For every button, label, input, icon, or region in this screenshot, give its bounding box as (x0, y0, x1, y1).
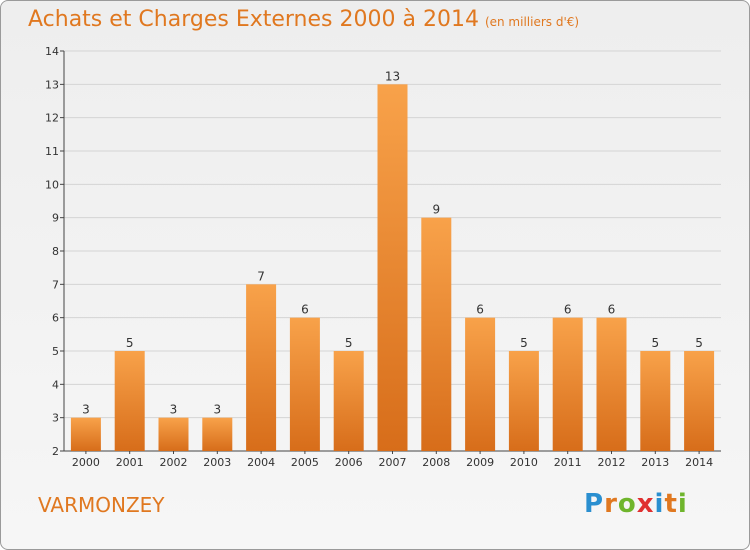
proxiti-logo: Proxiti (584, 489, 688, 519)
bar (684, 351, 715, 451)
bar-value-label: 3 (213, 403, 221, 417)
bar-value-label: 5 (126, 336, 134, 350)
x-tick-label: 2010 (510, 456, 538, 469)
chart-unit: (en milliers d'€) (484, 15, 580, 29)
bar (202, 417, 233, 451)
x-tick-label: 2003 (203, 456, 231, 469)
bar-value-label: 6 (476, 303, 484, 317)
logo-letter: o (617, 489, 637, 519)
y-tick-label: 13 (45, 78, 59, 91)
bar (158, 417, 189, 451)
bar-value-label: 6 (608, 303, 616, 317)
bar (508, 351, 539, 451)
x-tick-label: 2011 (554, 456, 582, 469)
labels: 2 3 4 5 6 7 8 9 10 11 12 13 14 3 2000 5 2001 3 2002 3 2003 7 2… (45, 45, 713, 469)
x-tick-label: 2001 (116, 456, 144, 469)
y-tick-label: 4 (52, 378, 59, 391)
y-tick-label: 11 (45, 145, 59, 158)
x-tick-label: 2009 (466, 456, 494, 469)
logo-letter: i (654, 489, 665, 519)
x-tick-label: 2007 (379, 456, 407, 469)
chart-title: Achats et Charges Externes 2000 à 2014 (e… (28, 7, 579, 32)
logo-letter: r (604, 489, 618, 519)
bar (465, 317, 496, 451)
bar-value-label: 6 (564, 303, 572, 317)
bar-value-label: 5 (520, 336, 528, 350)
bar-value-label: 3 (170, 403, 178, 417)
bar (333, 351, 364, 451)
bar-value-label: 5 (695, 336, 703, 350)
logo-letter: t (664, 489, 678, 519)
y-tick-label: 10 (45, 178, 59, 191)
bar (596, 317, 627, 451)
commune-name: VARMONZEY (38, 493, 165, 517)
bar (70, 417, 101, 451)
x-tick-label: 2000 (72, 456, 100, 469)
bar (552, 317, 583, 451)
bar (377, 84, 408, 451)
bar-value-label: 9 (432, 203, 440, 217)
x-tick-label: 2002 (160, 456, 188, 469)
bar (640, 351, 671, 451)
y-tick-label: 12 (45, 112, 59, 125)
bar-value-label: 3 (82, 403, 90, 417)
bar (421, 217, 452, 451)
bar-value-label: 13 (385, 69, 400, 83)
bar (246, 284, 277, 451)
y-tick-label: 3 (52, 412, 59, 425)
x-tick-label: 2005 (291, 456, 319, 469)
y-tick-label: 5 (52, 345, 59, 358)
x-tick-label: 2006 (335, 456, 363, 469)
bar-value-label: 7 (257, 269, 265, 283)
logo-letter: x (636, 489, 655, 519)
y-tick-label: 2 (52, 445, 59, 458)
bar (114, 351, 145, 451)
bar (289, 317, 320, 451)
y-tick-label: 9 (52, 212, 59, 225)
chart-title-text: Achats et Charges Externes 2000 à 2014 (28, 7, 479, 32)
y-tick-label: 14 (45, 45, 59, 58)
x-tick-label: 2012 (598, 456, 626, 469)
y-tick-label: 7 (52, 278, 59, 291)
logo-letter: P (584, 489, 605, 519)
bar-value-label: 5 (651, 336, 659, 350)
bar-value-label: 5 (345, 336, 353, 350)
bars (70, 84, 715, 451)
y-tick-label: 6 (52, 312, 59, 325)
x-tick-label: 2013 (641, 456, 669, 469)
bar-value-label: 6 (301, 303, 309, 317)
y-tick-label: 8 (52, 245, 59, 258)
x-tick-label: 2004 (247, 456, 275, 469)
x-tick-label: 2014 (685, 456, 713, 469)
logo-letter: i (677, 489, 688, 519)
x-tick-label: 2008 (422, 456, 450, 469)
